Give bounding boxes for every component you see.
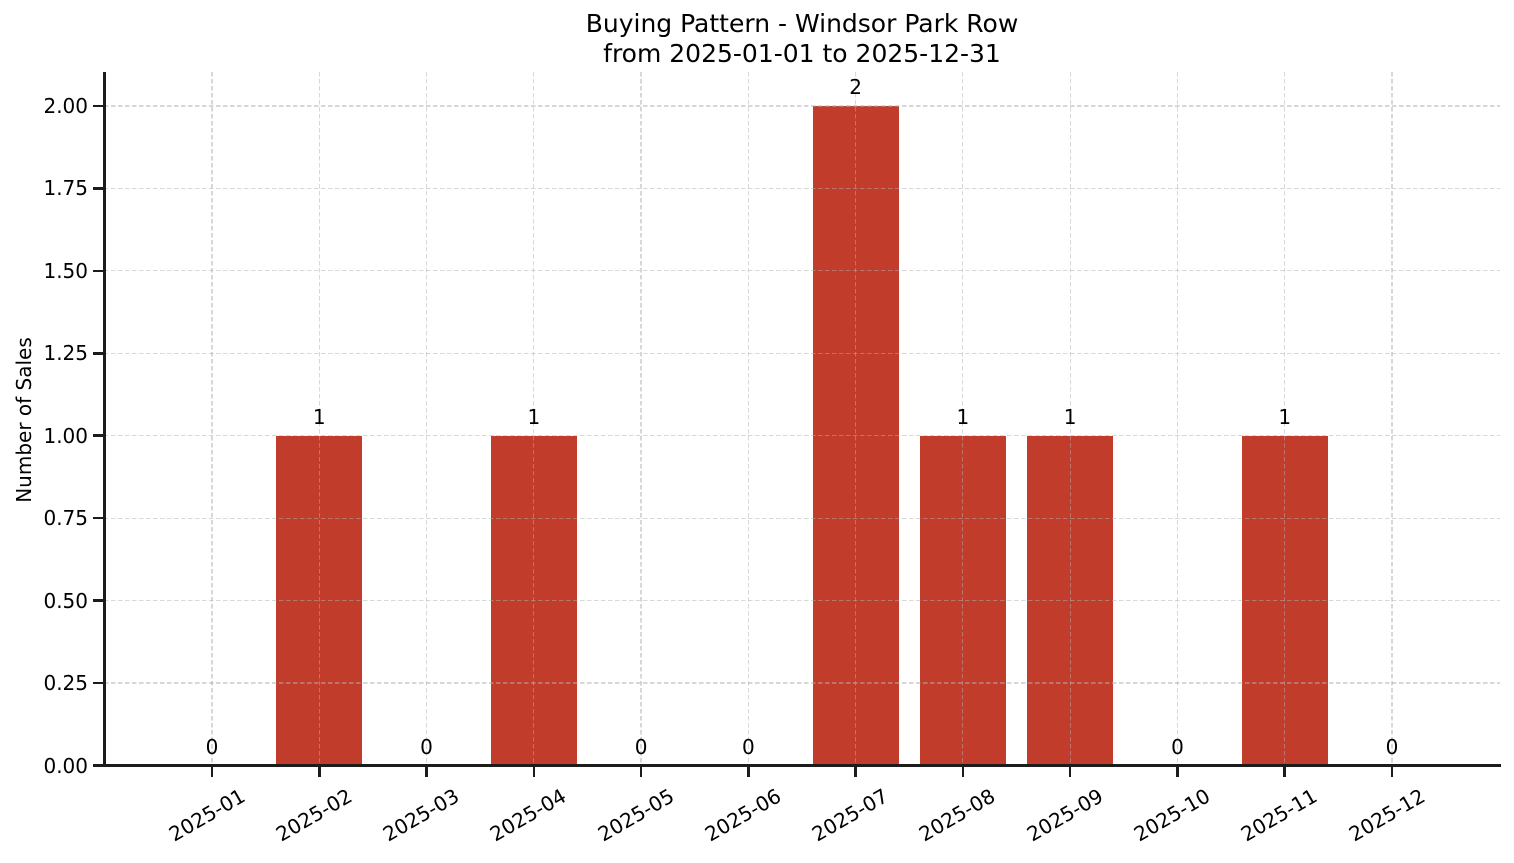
x-tick [639,766,643,777]
bar-value-label: 0 [741,734,755,759]
y-tick [93,434,103,438]
x-tick [1283,766,1287,777]
x-tick [1068,766,1072,777]
x-tick-label: 2025-02 [271,783,356,847]
y-tick [93,187,103,190]
gridline-horizontal [104,270,1500,272]
bar-value-label: 1 [527,404,541,429]
y-tick [93,104,103,108]
x-tick-label: 2025-06 [700,783,786,847]
y-tick-label: 0.00 [43,753,88,778]
chart-title-line1: Buying Pattern - Windsor Park Row [585,9,1019,38]
y-tick-label: 2.00 [43,94,88,118]
bar-value-label: 1 [1063,404,1077,429]
y-tick-label: 0.25 [43,671,88,696]
gridline-horizontal [104,600,1500,602]
y-tick [93,269,103,273]
gridline-horizontal [104,517,1500,519]
x-tick-label: 2025-05 [593,783,678,847]
x-tick [854,766,857,777]
gridline-vertical [747,72,749,766]
x-tick [1176,766,1179,777]
y-tick-label: 0.75 [43,506,88,531]
gridline-horizontal [104,187,1500,190]
bar-value-label: 0 [634,734,648,759]
x-tick-label: 2025-12 [1344,783,1429,847]
y-tick-label: 0.50 [43,588,88,613]
gridline-vertical [211,72,213,766]
x-tick-label: 2025-09 [1022,783,1107,847]
gridline-vertical [533,72,535,766]
bar-value-label: 1 [1278,404,1292,429]
x-axis-spine [101,764,1501,767]
y-tick [93,352,103,355]
y-tick [93,764,103,767]
x-tick [961,766,965,777]
bar-value-label: 0 [1171,734,1184,759]
y-tick-label: 1.25 [43,341,88,366]
gridline-vertical [1176,72,1179,766]
chart-title-line2: from 2025-01-01 to 2025-12-31 [603,39,1001,68]
y-tick-label: 1.00 [43,423,88,448]
y-axis-spine [102,72,106,767]
plot-area [104,72,1500,766]
bar-value-label: 1 [312,404,326,429]
gridline-vertical [1284,72,1286,766]
x-tick-label: 2025-03 [378,783,464,847]
chart-title: Buying Pattern - Windsor Park Row from 2… [104,9,1500,69]
bar-value-label: 2 [849,75,862,99]
gridline-horizontal [104,352,1500,354]
y-tick [93,599,103,602]
y-tick-label: 1.50 [43,258,88,283]
x-tick [1390,766,1394,777]
x-tick-label: 2025-04 [486,783,571,847]
bar-value-label: 0 [1385,734,1399,759]
x-tick-label: 2025-08 [915,783,1000,847]
y-tick [93,516,103,520]
gridline-vertical [425,72,428,766]
x-tick-label: 2025-07 [807,783,893,847]
x-tick [210,766,214,777]
y-tick [93,681,103,685]
gridline-horizontal [104,105,1500,107]
y-tick-label: 1.75 [43,176,88,201]
gridline-vertical [962,72,964,766]
gridline-horizontal [104,682,1500,684]
bar-value-label: 1 [956,404,970,429]
gridline-vertical [855,72,857,766]
gridline-vertical [1391,72,1393,766]
gridline-vertical [640,72,642,766]
x-tick-label: 2025-10 [1129,783,1215,847]
x-tick [532,766,536,777]
x-tick [747,766,750,777]
x-tick-label: 2025-01 [164,783,249,847]
bar-value-label: 0 [420,734,433,759]
x-tick [425,766,428,777]
gridline-vertical [1069,72,1071,766]
gridline-vertical [318,72,320,766]
gridline-horizontal [104,435,1500,437]
bar-value-label: 0 [205,734,219,759]
x-tick-label: 2025-11 [1237,783,1322,847]
x-tick [317,766,321,777]
